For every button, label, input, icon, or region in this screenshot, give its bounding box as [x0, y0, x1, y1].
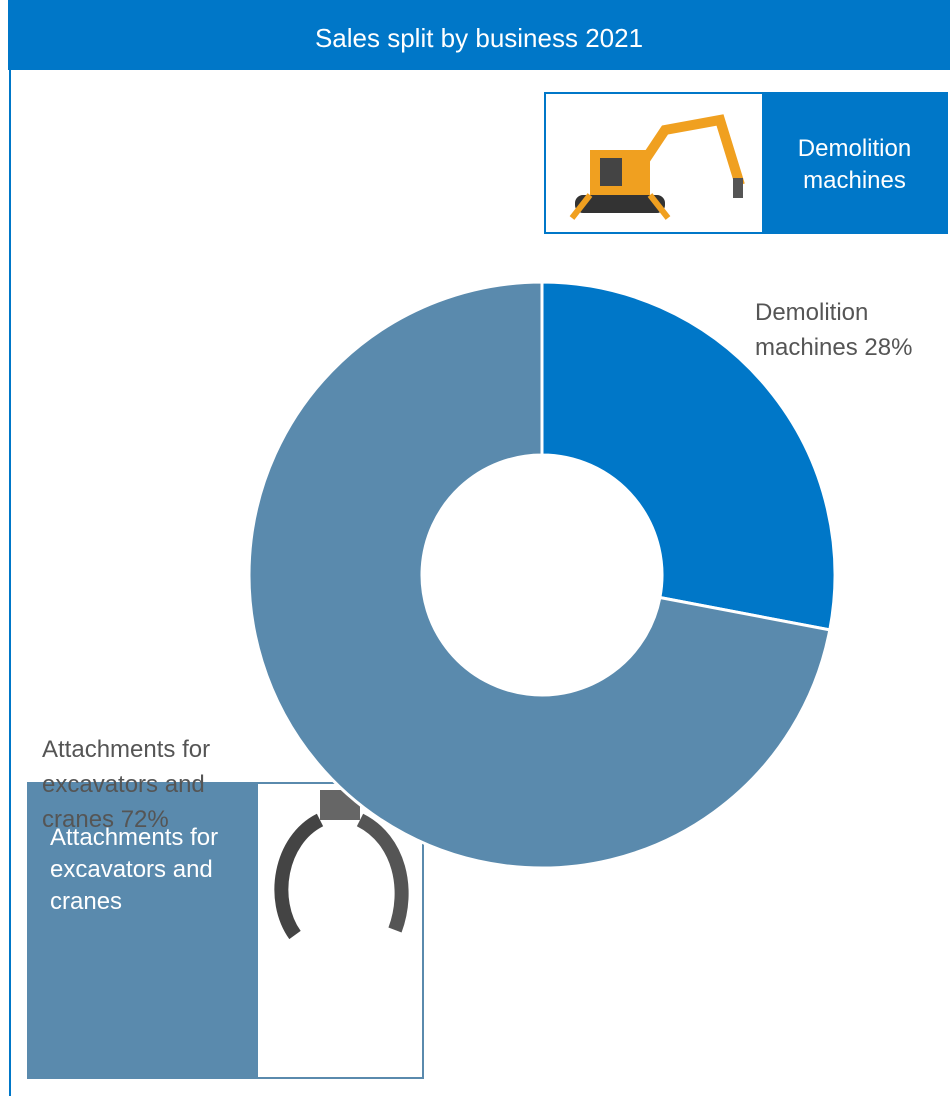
chart-title: Sales split by business 2021 [314, 23, 644, 53]
data-label: Attachments for excavators and cranes 72… [42, 736, 211, 833]
machine-icon [569, 114, 745, 220]
legend-label: Attachments for excavators and cranes [50, 824, 219, 915]
attachment-card [27, 782, 424, 1079]
donut-slice [540, 280, 837, 632]
donut-slice [247, 280, 832, 870]
legend-label: Demolition machines [797, 135, 912, 194]
data-label: Demolition machines 28% [755, 299, 913, 361]
header-bar [8, 0, 950, 70]
demolition-card [544, 92, 948, 234]
